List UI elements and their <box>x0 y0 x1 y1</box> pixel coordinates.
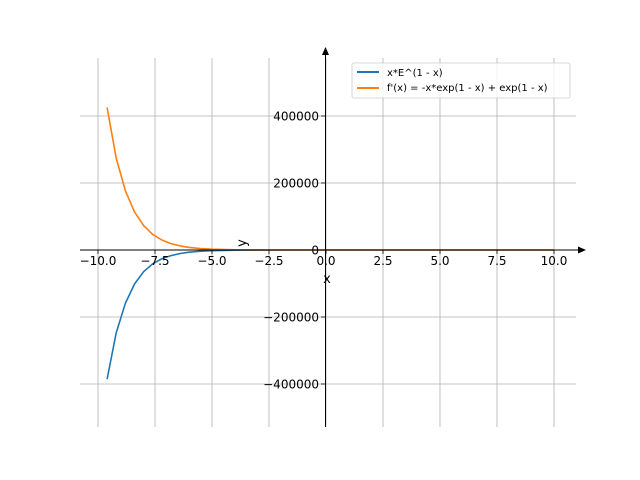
legend: x*E^(1 - x) f'(x) = -x*exp(1 - x) + exp(… <box>351 62 571 99</box>
legend-label-2: f'(x) = -x*exp(1 - x) + exp(1 - x) <box>387 83 548 94</box>
x-tick-label: −10.0 <box>80 254 117 268</box>
x-tick-label: 5.0 <box>430 254 449 268</box>
y-tick-label: −400000 <box>263 378 319 392</box>
y-axis-arrow <box>322 47 329 55</box>
y-axis-label: y <box>235 239 250 247</box>
y-tick-label: 0 <box>311 244 319 258</box>
series-lines <box>106 107 554 380</box>
x-tick-label: 2.5 <box>373 254 392 268</box>
series-line-2 <box>106 107 554 251</box>
y-tick-label: 400000 <box>273 110 319 124</box>
ticks: −10.0 −7.5 −5.0 −2.5 0.0 2.5 5.0 7.5 10.0 −400000… <box>80 110 568 392</box>
x-tick-label: −2.5 <box>254 254 283 268</box>
legend-label-1: x*E^(1 - x) <box>387 68 443 79</box>
x-tick-label: −5.0 <box>197 254 226 268</box>
x-tick-label: −7.5 <box>140 254 169 268</box>
x-axis-label: x <box>323 272 331 287</box>
x-tick-label: 0.0 <box>316 254 335 268</box>
series-line-1 <box>106 249 554 380</box>
y-tick-label: 200000 <box>273 177 319 191</box>
grid <box>80 58 576 427</box>
x-axis-arrow <box>578 246 586 254</box>
x-tick-label: 7.5 <box>487 254 506 268</box>
x-tick-label: 10.0 <box>541 254 568 268</box>
y-tick-label: −200000 <box>263 311 319 325</box>
legend-box <box>351 62 571 99</box>
